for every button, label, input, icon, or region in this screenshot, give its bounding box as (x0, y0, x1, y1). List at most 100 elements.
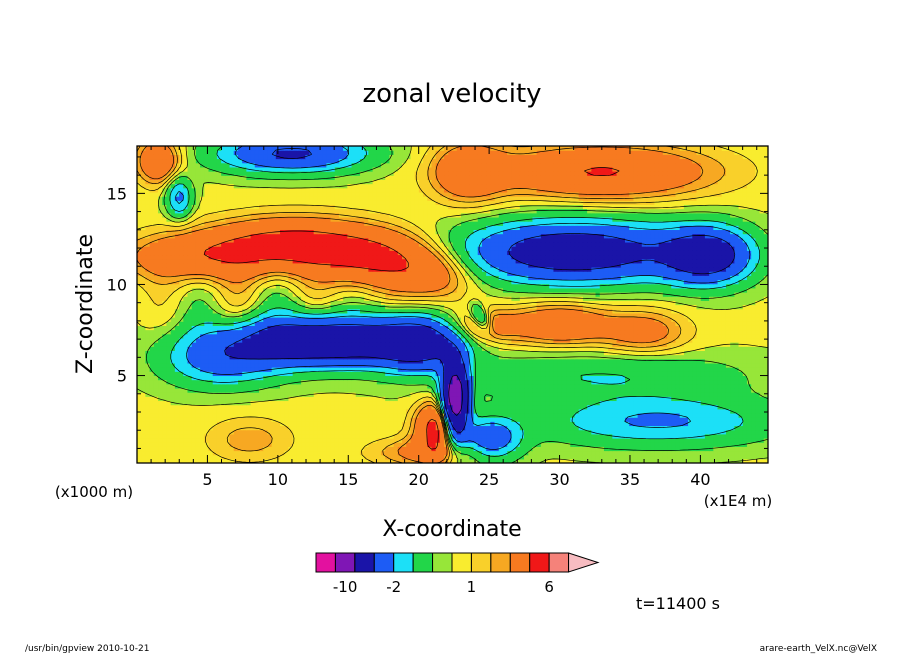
field-cell (280, 454, 285, 460)
field-cell (667, 446, 672, 452)
field-cell (275, 379, 281, 385)
field-cell (410, 458, 416, 463)
field-cell (292, 454, 298, 460)
field-cell (751, 387, 756, 393)
field-cell (191, 325, 197, 331)
field-cell (225, 358, 231, 364)
field-cell (427, 417, 433, 422)
field-cell (271, 350, 277, 356)
field-cell (616, 367, 622, 372)
field-cell (191, 362, 197, 368)
field-cell (709, 379, 714, 385)
field-cell (212, 392, 218, 397)
field-cell (507, 362, 512, 368)
field-cell (709, 329, 714, 335)
field-cell (713, 354, 719, 360)
field-cell (759, 433, 765, 439)
field-cell (704, 421, 710, 427)
field-cell (570, 450, 576, 456)
field-cell (671, 458, 677, 463)
field-cell (709, 383, 714, 389)
field-cell (397, 387, 403, 393)
field-cell (528, 392, 534, 397)
field-cell (179, 342, 184, 347)
field-cell (246, 325, 252, 331)
field-cell (540, 358, 546, 364)
field-cell (292, 383, 298, 389)
field-cell (683, 354, 689, 360)
field-cell (738, 354, 744, 360)
field-cell (696, 421, 702, 427)
field-cell (187, 375, 193, 381)
field-cell (557, 396, 563, 402)
field-cell (633, 433, 639, 439)
field-cell (721, 437, 727, 443)
field-cell (553, 446, 559, 452)
field-cell (641, 383, 647, 389)
field-cell (519, 362, 525, 368)
field-cell (359, 429, 365, 435)
field-cell (250, 433, 256, 439)
field-cell (343, 387, 348, 393)
field-cell (624, 408, 630, 414)
field-cell (763, 429, 768, 435)
field-cell (683, 425, 689, 431)
field-cell (700, 329, 706, 335)
field-cell (229, 400, 235, 406)
field-cell (633, 354, 639, 360)
field-cell (258, 371, 264, 377)
field-cell (456, 371, 462, 377)
field-cell (372, 433, 378, 439)
field-cell (650, 421, 656, 427)
field-cell (208, 333, 214, 339)
field-cell (305, 346, 311, 351)
field-cell (561, 325, 567, 331)
field-cell (246, 396, 252, 402)
field-cell (216, 392, 222, 397)
field-cell (322, 354, 327, 360)
field-cell (746, 425, 752, 431)
field-cell (624, 429, 630, 435)
field-cell (145, 358, 151, 364)
field-cell (402, 342, 407, 347)
field-cell (166, 429, 172, 435)
field-cell (195, 450, 201, 456)
field-cell (191, 417, 197, 422)
field-cell (431, 442, 437, 447)
field-cell (679, 421, 685, 427)
field-cell (444, 383, 449, 389)
field-cell (258, 425, 264, 431)
field-cell (216, 446, 222, 452)
field-cell (414, 342, 420, 347)
field-cell (595, 454, 601, 460)
field-cell (174, 383, 180, 389)
field-cell (221, 429, 226, 435)
field-cell (347, 379, 353, 385)
field-cell (620, 433, 626, 439)
field-cell (549, 429, 555, 435)
field-cell (254, 446, 260, 452)
field-cell (149, 392, 155, 397)
field-cell (738, 450, 744, 456)
field-cell (292, 375, 298, 381)
field-cell (582, 429, 588, 435)
field-cell (490, 417, 496, 422)
field-cell (296, 329, 302, 335)
field-cell (545, 367, 550, 372)
field-cell (309, 358, 315, 364)
field-cell (216, 333, 222, 339)
field-cell (587, 329, 592, 335)
field-cell (380, 425, 386, 431)
field-cell (296, 333, 302, 339)
field-cell (473, 383, 479, 389)
field-cell (347, 425, 353, 431)
field-cell (258, 350, 264, 356)
field-cell (612, 362, 618, 368)
field-cell (334, 354, 340, 360)
field-cell (608, 375, 613, 381)
field-cell (696, 342, 702, 347)
field-cell (616, 392, 622, 397)
field-cell (410, 333, 416, 339)
field-cell (742, 367, 748, 372)
field-cell (326, 379, 332, 385)
